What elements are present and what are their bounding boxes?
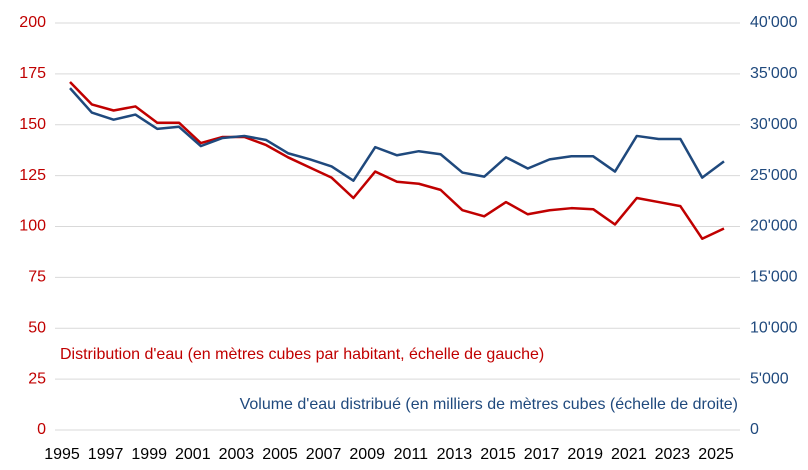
x-tick-label: 2003: [219, 446, 255, 463]
x-tick-label: 2011: [394, 446, 429, 463]
y-tick-label: 125: [19, 167, 46, 184]
y2-tick-label: 15'000: [750, 269, 798, 286]
series-label: Distribution d'eau (en mètres cubes par …: [60, 346, 544, 363]
series-line: [69, 81, 725, 240]
x-tick-label: 2005: [262, 446, 298, 463]
y-tick-label: 75: [28, 269, 46, 286]
y2-tick-label: 25'000: [750, 167, 798, 184]
x-tick-label: 2019: [567, 446, 603, 463]
x-tick-label: 2013: [437, 446, 473, 463]
x-tick-label: 2025: [698, 446, 734, 463]
y-tick-label: 200: [19, 14, 46, 31]
series-line: [69, 87, 725, 182]
y-tick-label: 150: [19, 116, 46, 133]
y2-tick-label: 5'000: [750, 370, 789, 387]
y-tick-label: 0: [37, 421, 46, 438]
y2-tick-label: 35'000: [750, 65, 798, 82]
x-tick-label: 1997: [88, 446, 124, 463]
x-tick-label: 2015: [480, 446, 516, 463]
x-tick-label: 1995: [44, 446, 80, 463]
y2-tick-label: 30'000: [750, 116, 798, 133]
series-label: Volume d'eau distribué (en milliers de m…: [240, 396, 738, 413]
y2-tick-label: 20'000: [750, 218, 798, 235]
x-tick-label: 2017: [524, 446, 560, 463]
y2-tick-label: 0: [750, 421, 759, 438]
x-tick-label: 1999: [131, 446, 167, 463]
y-tick-label: 100: [19, 218, 46, 235]
x-tick-label: 2021: [611, 446, 647, 463]
y-tick-label: 25: [28, 370, 46, 387]
x-tick-label: 2009: [349, 446, 385, 463]
y-tick-label: 50: [28, 319, 46, 336]
x-tick-label: 2023: [655, 446, 691, 463]
x-tick-label: 2001: [175, 446, 211, 463]
y-tick-label: 175: [19, 65, 46, 82]
y2-tick-label: 10'000: [750, 319, 798, 336]
y2-tick-label: 40'000: [750, 14, 798, 31]
x-tick-label: 2007: [306, 446, 342, 463]
